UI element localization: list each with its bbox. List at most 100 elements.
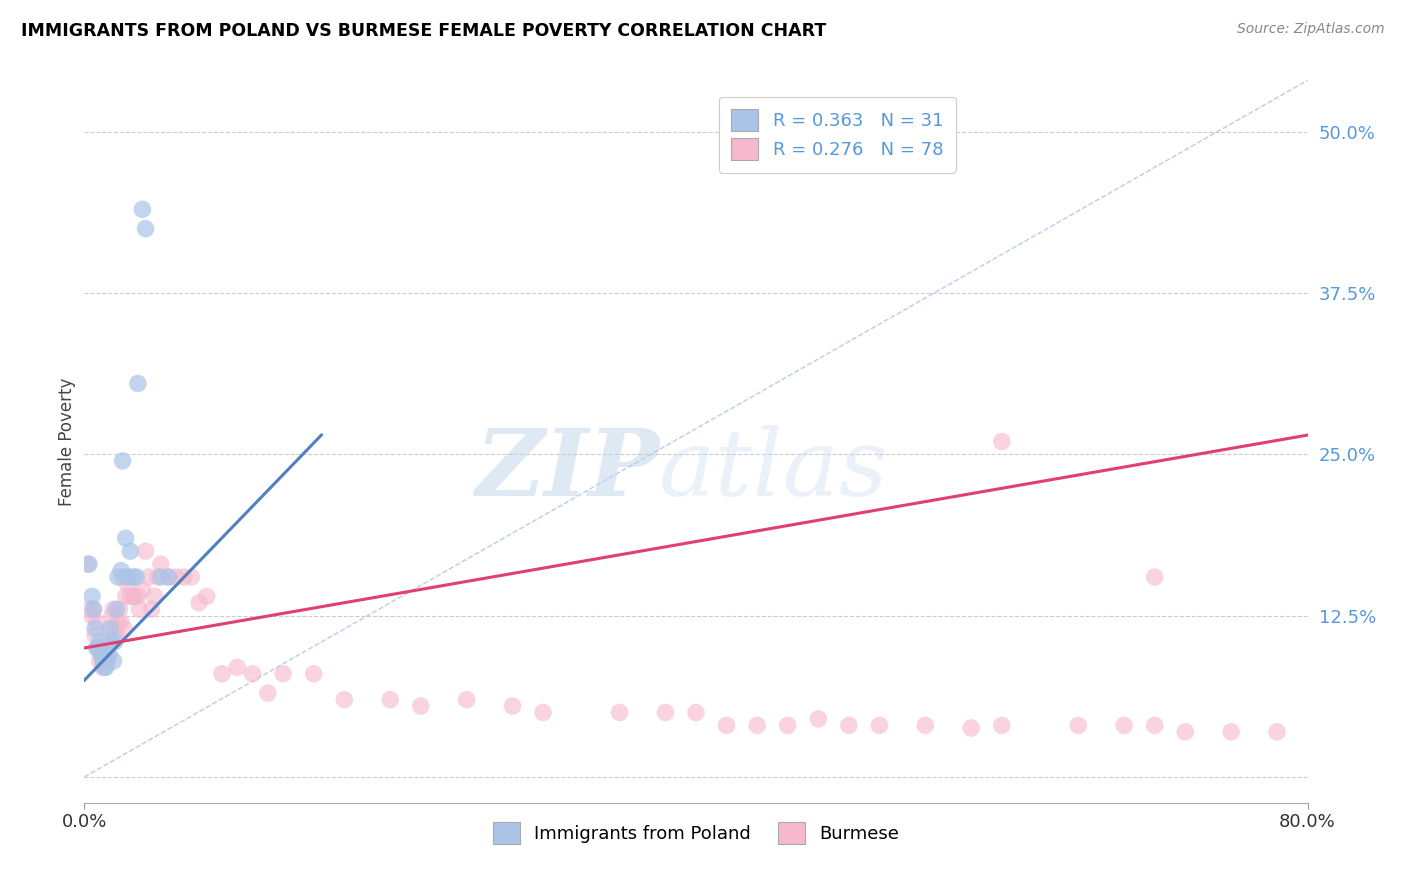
Point (89, 654, 111, 668)
Point (195, 590, 218, 604)
Point (101, 634, 124, 648)
Point (409, 699, 432, 714)
Text: IMMIGRANTS FROM POLAND VS BURMESE FEMALE POVERTY CORRELATION CHART: IMMIGRANTS FROM POLAND VS BURMESE FEMALE… (21, 22, 827, 40)
Point (103, 602, 125, 616)
Point (1220, 724, 1243, 739)
Y-axis label: Female Poverty: Female Poverty (58, 377, 76, 506)
Point (380, 692, 402, 706)
Point (120, 590, 142, 604)
Point (91, 654, 114, 668)
Point (1114, 718, 1136, 732)
Point (93, 660, 115, 674)
Point (98, 622, 121, 636)
Point (302, 666, 325, 681)
Point (104, 622, 127, 636)
Point (333, 692, 356, 706)
Point (83, 602, 105, 616)
Point (122, 590, 145, 604)
Point (271, 666, 294, 681)
Point (211, 666, 233, 681)
Point (79, 602, 101, 616)
Point (122, 570, 145, 584)
Point (101, 608, 124, 623)
Point (94, 660, 117, 674)
Point (991, 434, 1014, 449)
Point (124, 590, 146, 604)
Point (131, 202, 153, 217)
Point (173, 570, 195, 584)
Point (86, 615, 108, 630)
Point (991, 718, 1014, 732)
Point (108, 602, 131, 616)
Point (125, 570, 148, 584)
Point (84, 628, 107, 642)
Point (91, 660, 114, 674)
Point (914, 718, 936, 732)
Point (1143, 718, 1166, 732)
Point (257, 686, 280, 700)
Point (118, 570, 141, 584)
Text: ZIP: ZIP (475, 425, 659, 516)
Point (86, 640, 108, 655)
Point (776, 718, 799, 732)
Point (111, 454, 134, 468)
Point (80, 590, 103, 604)
Point (149, 557, 172, 571)
Point (111, 570, 134, 584)
Point (112, 622, 135, 636)
Point (97, 648, 120, 662)
Point (115, 570, 138, 584)
Point (869, 718, 891, 732)
Point (685, 706, 707, 720)
Point (180, 570, 202, 584)
Point (97, 648, 120, 662)
Point (77, 557, 100, 571)
Point (96, 634, 118, 648)
Point (90, 648, 112, 662)
Point (104, 634, 127, 648)
Point (120, 544, 142, 558)
Point (141, 602, 163, 616)
Point (1174, 724, 1197, 739)
Point (83, 602, 105, 616)
Point (146, 570, 169, 584)
Point (98, 622, 121, 636)
Point (128, 602, 150, 616)
Point (135, 544, 157, 558)
Point (747, 718, 769, 732)
Point (89, 634, 111, 648)
Point (157, 570, 180, 584)
Text: atlas: atlas (659, 425, 889, 516)
Point (165, 570, 187, 584)
Point (107, 570, 129, 584)
Point (131, 582, 153, 597)
Point (94, 640, 117, 655)
Point (157, 570, 180, 584)
Point (103, 654, 125, 668)
Point (188, 596, 211, 610)
Point (838, 151, 860, 165)
Point (127, 590, 149, 604)
Point (531, 706, 554, 720)
Point (87, 640, 110, 655)
Point (1143, 570, 1166, 584)
Point (87, 640, 110, 655)
Point (1067, 718, 1090, 732)
Point (226, 660, 249, 674)
Point (456, 692, 478, 706)
Point (807, 712, 830, 726)
Point (114, 531, 136, 545)
Point (110, 564, 132, 578)
Legend: Immigrants from Poland, Burmese: Immigrants from Poland, Burmese (478, 808, 914, 859)
Point (1265, 724, 1288, 739)
Point (115, 576, 138, 591)
Point (502, 699, 524, 714)
Point (93, 654, 115, 668)
Point (96, 654, 118, 668)
Point (242, 666, 264, 681)
Point (654, 706, 676, 720)
Point (960, 721, 983, 735)
Point (84, 622, 107, 636)
Point (143, 590, 166, 604)
Point (149, 570, 172, 584)
